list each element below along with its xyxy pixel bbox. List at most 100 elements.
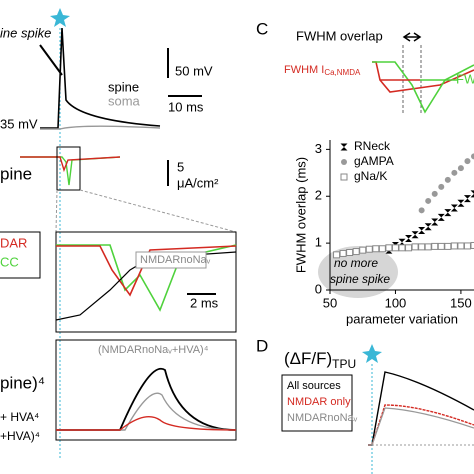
- legend-marker: [340, 143, 348, 151]
- point: [437, 213, 445, 221]
- scale-label: 10 ms: [168, 99, 204, 114]
- soma-label: soma: [108, 93, 141, 108]
- gray-trace: [368, 407, 474, 446]
- point: [431, 242, 439, 250]
- legend-marker: [340, 173, 348, 181]
- point: [450, 204, 458, 212]
- arrow: [402, 32, 422, 42]
- fwhm-sub: Ca,NMDA: [324, 68, 361, 77]
- red-trace: [56, 416, 237, 431]
- spine-trace: [40, 27, 161, 129]
- panel-title-sub: TPU: [332, 357, 356, 371]
- red-trace: [368, 404, 474, 446]
- point: [398, 244, 406, 252]
- inset-frame: [55, 339, 237, 441]
- red-trace: [20, 156, 121, 173]
- x-tick-label: 50: [323, 295, 337, 310]
- point: [405, 234, 413, 242]
- y-tick-label: 3: [315, 141, 322, 156]
- point: [451, 169, 458, 176]
- panel-letter: C: [256, 19, 268, 38]
- trace-label: pine)⁴: [0, 373, 45, 392]
- no-spike-label: spine spike: [330, 272, 390, 286]
- zoom-box: [56, 146, 81, 191]
- point: [418, 243, 426, 251]
- star: [362, 344, 382, 363]
- point: [424, 243, 432, 251]
- legend-label: NMDARnoNaᵥ: [287, 412, 358, 424]
- point: [425, 197, 432, 204]
- inset-frame: [55, 231, 237, 333]
- no-spike-label: no more: [334, 256, 378, 270]
- legend-label: DAR: [0, 235, 27, 250]
- y-tick-label: 1: [315, 235, 322, 250]
- legend-marker: [341, 159, 347, 165]
- point: [444, 176, 451, 183]
- point: [398, 238, 406, 246]
- scale-label: μA/cm²: [177, 175, 219, 190]
- point: [378, 245, 386, 253]
- point: [470, 190, 474, 198]
- rest-label: 35 mV: [0, 116, 38, 131]
- point: [431, 218, 439, 226]
- point: [339, 249, 347, 257]
- arrow: [39, 44, 63, 76]
- black-trace: [368, 371, 474, 446]
- point: [431, 190, 438, 197]
- star: [50, 8, 70, 27]
- overlap-label: FWHM overlap: [296, 28, 383, 43]
- legend-label: + HVA⁴: [0, 410, 39, 424]
- panel-title: (ΔF/F)TPU: [284, 349, 356, 371]
- point: [346, 249, 354, 256]
- point: [333, 251, 341, 259]
- legend-label: CC: [0, 254, 19, 269]
- point: [457, 199, 465, 207]
- scale-label: 2 ms: [190, 295, 219, 310]
- panel-letter: D: [256, 336, 268, 355]
- y-tick-label: 2: [315, 188, 322, 203]
- legend-label: gAMPA: [354, 154, 394, 168]
- green-trace: [20, 156, 121, 186]
- legend-label: All sources: [287, 380, 341, 392]
- point: [359, 246, 367, 254]
- zoom-line: [55, 189, 58, 233]
- point: [418, 226, 426, 234]
- red-trace: [56, 245, 237, 297]
- zoom-line: [79, 189, 237, 233]
- point: [464, 158, 471, 165]
- point: [463, 195, 471, 203]
- point: [457, 165, 464, 172]
- spine-label: spine: [108, 79, 139, 94]
- legend-label: +HVA)⁴: [0, 429, 40, 443]
- point: [444, 209, 452, 217]
- panel-title: (ΔF/F): [284, 349, 332, 368]
- point: [411, 231, 419, 239]
- point: [438, 183, 445, 190]
- point: [418, 207, 425, 214]
- fwhm-label: FWHM I: [284, 64, 324, 76]
- point: [450, 242, 458, 250]
- point: [365, 245, 373, 253]
- point: [470, 241, 474, 249]
- no-spike-region: [318, 246, 398, 298]
- point: [444, 242, 452, 250]
- fwhm-label: FWHM ICa,NMDA: [284, 64, 361, 77]
- point: [411, 243, 419, 251]
- point: [463, 242, 471, 250]
- black-trace: [56, 367, 237, 431]
- point: [352, 248, 360, 256]
- soma-trace: [40, 125, 161, 130]
- point: [385, 244, 393, 252]
- label-box: [135, 251, 207, 269]
- legend-label: gNa/K: [354, 169, 387, 183]
- legend-box: [281, 374, 353, 432]
- x-tick-label: 100: [385, 295, 407, 310]
- legend-box: [0, 231, 41, 279]
- trace-label: pine: [0, 164, 32, 183]
- x-axis-label: parameter variation: [346, 311, 458, 326]
- point: [405, 244, 413, 252]
- inset-label: NMDARnoNaᵥ: [140, 254, 211, 266]
- y-tick-label: 0: [315, 281, 322, 296]
